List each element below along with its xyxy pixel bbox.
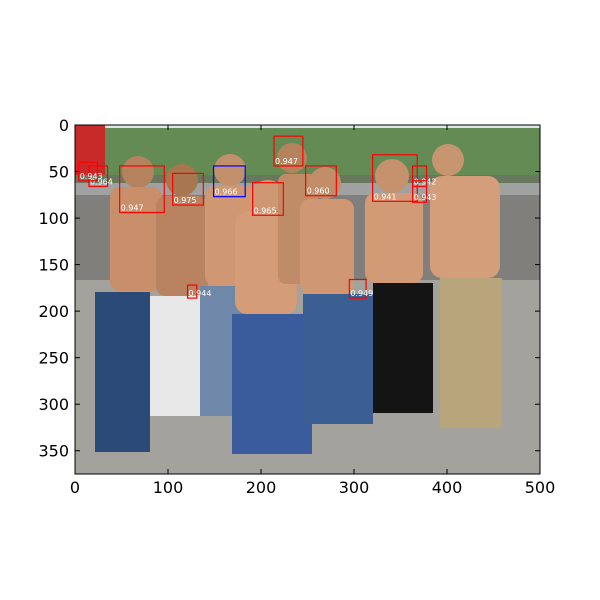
detection-box (273, 135, 304, 167)
x-tick-label: 0 (70, 478, 80, 497)
detection-box (212, 165, 246, 198)
x-tick-label: 500 (525, 478, 556, 497)
y-tick-label: 200 (38, 302, 69, 321)
detection-box (372, 154, 418, 202)
y-tick-label: 350 (38, 442, 69, 461)
y-tick-label: 150 (38, 256, 69, 275)
x-axis: 0 100 200 300 400 500 (70, 125, 555, 497)
detection-box (88, 165, 109, 188)
detection-score: 0.947 (275, 157, 298, 166)
x-tick-label: 100 (153, 478, 184, 497)
y-tick-label: 0 (59, 116, 69, 135)
photo (75, 125, 540, 474)
detection-box (411, 180, 428, 203)
y-tick-label: 300 (38, 395, 69, 414)
x-tick-label: 400 (432, 478, 463, 497)
axes-frame (74, 124, 541, 475)
red-structure (75, 125, 105, 175)
detection-box (172, 172, 204, 206)
detection-box (252, 182, 284, 216)
detection-score: 0.944 (189, 289, 212, 298)
detection-score: 0.947 (121, 203, 144, 212)
detection-box (411, 165, 428, 188)
detection-score: 0.949 (350, 289, 373, 298)
detection-box (348, 278, 367, 299)
detection-box (119, 165, 165, 214)
detection-score: 0.943 (414, 193, 437, 202)
detection-score: 0.943 (80, 172, 103, 181)
detection-score: 0.942 (414, 177, 437, 186)
detection-score: 0.975 (174, 196, 197, 205)
x-tick-label: 300 (339, 478, 370, 497)
x-tick-label: 200 (246, 478, 277, 497)
detection-score: 0.966 (215, 188, 238, 197)
detection-box (305, 165, 337, 197)
detection-score: 0.964 (90, 177, 113, 186)
detection-box (186, 284, 198, 299)
detection-boxes: 0.9640.9430.9470.9750.9660.9650.9470.960… (78, 135, 437, 299)
y-tick-label: 50 (49, 163, 69, 182)
y-tick-label: 250 (38, 349, 69, 368)
detection-score: 0.960 (307, 187, 330, 196)
detection-score: 0.941 (374, 192, 397, 201)
y-tick-label: 100 (38, 209, 69, 228)
detection-score: 0.965 (254, 206, 277, 215)
y-axis: 0 50 100 150 200 250 300 350 (38, 116, 540, 461)
